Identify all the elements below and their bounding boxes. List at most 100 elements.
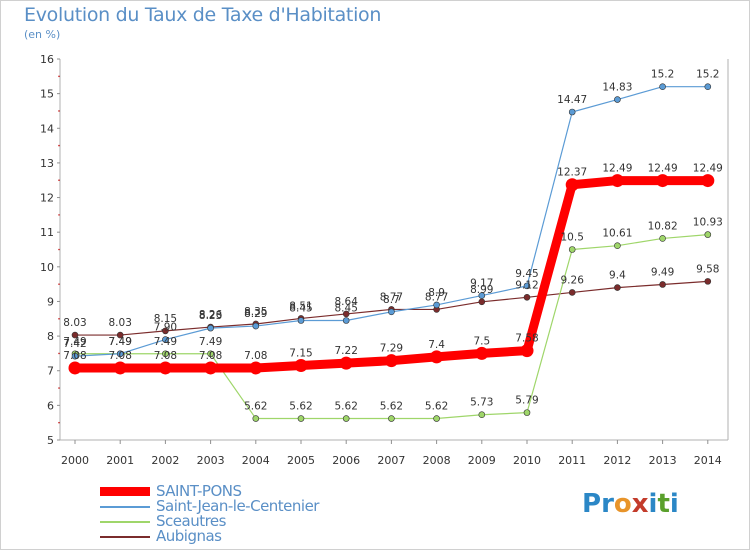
data-point-saint-jean-le-centenier xyxy=(478,292,486,299)
data-point-aubignas xyxy=(523,293,531,301)
x-tick-label: 2004 xyxy=(242,454,270,467)
data-point-saint-jean-le-centenier xyxy=(568,108,576,116)
data-label-saint-jean-le-centenier: 8.29 xyxy=(244,308,267,320)
data-point-aubignas xyxy=(659,281,666,288)
data-label-saint-jean-le-centenier: 15.2 xyxy=(696,69,719,81)
y-tick-label: 6 xyxy=(47,399,54,412)
data-label-aubignas: 8.99 xyxy=(470,284,493,296)
brand-letter: o xyxy=(613,489,632,519)
data-point-saint-pons xyxy=(565,178,579,192)
brand-letter: r xyxy=(601,489,614,519)
x-tick-label: 2011 xyxy=(558,454,586,467)
data-label-sceautres: 5.62 xyxy=(380,401,403,413)
data-point-aubignas xyxy=(342,310,350,318)
x-tick-label: 2000 xyxy=(61,454,89,467)
data-point-sceautres xyxy=(162,350,169,358)
data-point-saint-jean-le-centenier xyxy=(342,317,350,324)
data-label-sceautres: 7.49 xyxy=(63,336,86,348)
y-minor-tick xyxy=(58,248,60,251)
y-minor-tick xyxy=(58,283,60,285)
data-point-sceautres xyxy=(478,411,486,419)
chart-legend: SAINT-PONS Saint-Jean-le-Centenier Sceau… xyxy=(100,484,319,544)
chart-title: Evolution du Taux de Taxe d'Habitation xyxy=(24,4,382,26)
x-tick-label: 2006 xyxy=(332,454,360,467)
data-label-saint-jean-le-centenier: 8.45 xyxy=(289,303,312,315)
legend-swatch-sceautres xyxy=(100,520,150,523)
data-point-saint-jean-le-centenier xyxy=(162,336,169,343)
data-point-saint-pons xyxy=(430,350,444,364)
data-label-aubignas: 8.26 xyxy=(199,309,223,321)
data-point-aubignas xyxy=(478,298,486,306)
data-label-saint-jean-le-centenier: 15.2 xyxy=(651,69,674,81)
data-label-aubignas: 9.12 xyxy=(515,279,538,291)
data-label-aubignas: 9.4 xyxy=(609,270,626,282)
x-tick-label: 2002 xyxy=(151,454,179,467)
y-minor-tick xyxy=(58,179,60,182)
x-tick-label: 2014 xyxy=(694,454,722,467)
data-point-sceautres xyxy=(207,350,214,358)
data-label-aubignas: 8.03 xyxy=(63,317,86,329)
data-label-sceautres: 10.82 xyxy=(648,220,678,232)
data-label-saint-pons: 7.08 xyxy=(199,350,222,362)
proxiti-logo: Proxiti xyxy=(582,489,679,519)
legend-item-aubignas: Aubignas xyxy=(100,529,319,544)
legend-swatch-saint-pons xyxy=(100,487,150,496)
data-point-sceautres xyxy=(433,415,440,422)
data-point-aubignas xyxy=(704,278,712,285)
y-minor-tick xyxy=(58,214,60,216)
y-tick-label: 16 xyxy=(40,53,54,66)
x-tick-label: 2003 xyxy=(197,454,225,467)
data-point-saint-pons xyxy=(113,361,127,375)
data-point-saint-jean-le-centenier xyxy=(116,350,124,358)
data-point-saint-pons xyxy=(339,356,353,370)
data-label-saint-jean-le-centenier: 8.45 xyxy=(335,303,358,315)
data-label-saint-pons: 7.22 xyxy=(335,345,358,357)
x-tick-label: 2012 xyxy=(603,454,631,467)
data-point-sceautres xyxy=(388,415,395,422)
y-minor-tick xyxy=(58,75,60,78)
data-point-saint-pons xyxy=(656,174,670,188)
data-label-aubignas: 8.03 xyxy=(109,317,132,329)
data-point-saint-pons xyxy=(158,361,172,375)
x-tick-label: 2005 xyxy=(287,454,315,467)
brand-letter: x xyxy=(631,489,649,519)
data-point-saint-jean-le-centenier xyxy=(388,308,395,316)
data-label-saint-pons: 7.15 xyxy=(289,348,312,360)
y-tick-label: 10 xyxy=(40,261,54,274)
data-point-saint-jean-le-centenier xyxy=(523,282,531,290)
data-point-saint-pons xyxy=(610,174,624,188)
brand-letter: P xyxy=(582,489,602,519)
x-tick-label: 2007 xyxy=(377,454,405,467)
data-label-saint-jean-le-centenier: 9.17 xyxy=(470,278,493,290)
brand-letter: t xyxy=(657,489,670,519)
data-label-saint-pons: 12.49 xyxy=(693,163,723,175)
data-label-saint-jean-le-centenier: 7.49 xyxy=(109,336,132,348)
data-label-aubignas: 8.35 xyxy=(244,306,267,318)
data-point-saint-pons xyxy=(520,344,534,358)
data-point-saint-jean-le-centenier xyxy=(659,83,666,91)
data-point-saint-jean-le-centenier xyxy=(433,301,440,309)
brand-letter: i xyxy=(648,489,658,519)
y-tick-label: 11 xyxy=(40,226,54,239)
data-point-saint-jean-le-centenier xyxy=(614,96,621,103)
data-label-sceautres: 10.61 xyxy=(602,228,632,240)
data-point-aubignas xyxy=(568,289,576,296)
data-label-saint-pons: 7.08 xyxy=(244,350,267,362)
data-label-saint-pons: 7.58 xyxy=(515,333,538,345)
data-point-sceautres xyxy=(523,409,531,416)
legend-swatch-aubignas xyxy=(100,535,150,538)
data-label-saint-pons: 12.49 xyxy=(648,163,678,175)
y-tick-label: 9 xyxy=(47,295,54,308)
data-label-saint-pons: 7.08 xyxy=(154,350,177,362)
data-label-sceautres: 10.93 xyxy=(693,217,723,229)
data-point-saint-jean-le-centenier xyxy=(71,352,79,360)
data-point-saint-jean-le-centenier xyxy=(252,322,260,330)
legend-item-saint-pons: SAINT-PONS xyxy=(100,484,319,499)
data-label-aubignas: 8.77 xyxy=(380,291,403,303)
data-label-aubignas: 9.26 xyxy=(561,274,585,286)
y-tick-label: 12 xyxy=(40,192,54,205)
legend-swatch-saint-jean-le-centenier xyxy=(100,505,150,508)
data-label-sceautres: 5.62 xyxy=(425,401,448,413)
data-label-saint-jean-le-centenier: 9.45 xyxy=(515,268,538,280)
y-minor-tick xyxy=(58,144,60,147)
